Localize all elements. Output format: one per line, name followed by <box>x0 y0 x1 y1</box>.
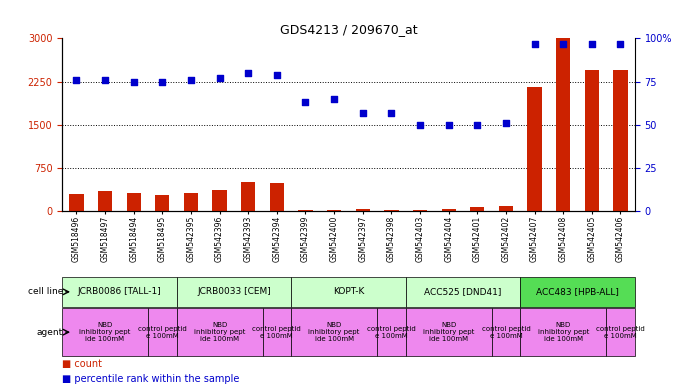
Bar <box>470 207 484 211</box>
Bar <box>155 195 170 211</box>
Text: NBD
inhibitory pept
ide 100mM: NBD inhibitory pept ide 100mM <box>423 322 474 342</box>
Text: ACC483 [HPB-ALL]: ACC483 [HPB-ALL] <box>536 287 619 296</box>
Bar <box>377 308 406 356</box>
Bar <box>406 277 520 306</box>
Text: control peptid
e 100mM: control peptid e 100mM <box>138 326 187 339</box>
Bar <box>520 277 635 306</box>
Point <box>500 120 511 126</box>
Bar <box>607 308 635 356</box>
Text: KOPT-K: KOPT-K <box>333 287 364 296</box>
Bar <box>177 308 262 356</box>
Title: GDS4213 / 209670_at: GDS4213 / 209670_at <box>279 23 417 36</box>
Point <box>529 40 540 46</box>
Bar <box>62 277 177 306</box>
Point <box>386 109 397 116</box>
Bar <box>62 308 148 356</box>
Text: NBD
inhibitory pept
ide 100mM: NBD inhibitory pept ide 100mM <box>538 322 589 342</box>
Bar <box>291 308 377 356</box>
Bar <box>556 38 571 211</box>
Text: agent: agent <box>37 328 63 337</box>
Bar <box>355 210 370 211</box>
Text: ■ count: ■ count <box>62 359 102 369</box>
Point <box>558 40 569 46</box>
Bar <box>492 308 520 356</box>
Bar <box>177 277 291 306</box>
Point <box>472 122 483 128</box>
Text: ACC525 [DND41]: ACC525 [DND41] <box>424 287 502 296</box>
Text: JCRB0033 [CEM]: JCRB0033 [CEM] <box>197 287 270 296</box>
Text: control peptid
e 100mM: control peptid e 100mM <box>367 326 416 339</box>
Text: JCRB0086 [TALL-1]: JCRB0086 [TALL-1] <box>77 287 161 296</box>
Point <box>586 40 598 46</box>
Text: control peptid
e 100mM: control peptid e 100mM <box>253 326 302 339</box>
Text: NBD
inhibitory pept
ide 100mM: NBD inhibitory pept ide 100mM <box>79 322 130 342</box>
Bar <box>213 190 227 211</box>
Bar <box>327 210 342 211</box>
Point <box>99 77 110 83</box>
Point <box>615 40 626 46</box>
Bar <box>184 194 198 211</box>
Bar <box>241 182 255 211</box>
Point <box>186 77 197 83</box>
Bar <box>499 206 513 211</box>
Point <box>300 99 311 105</box>
Point <box>243 70 254 76</box>
Text: control peptid
e 100mM: control peptid e 100mM <box>482 326 531 339</box>
Bar <box>270 183 284 211</box>
Bar <box>291 277 406 306</box>
Bar <box>262 308 291 356</box>
Point <box>71 77 82 83</box>
Point <box>128 78 139 84</box>
Text: cell line: cell line <box>28 287 63 296</box>
Bar <box>406 308 492 356</box>
Point <box>357 109 368 116</box>
Bar <box>520 308 607 356</box>
Bar <box>98 191 112 211</box>
Point <box>443 122 454 128</box>
Text: control peptid
e 100mM: control peptid e 100mM <box>596 326 645 339</box>
Bar <box>527 88 542 211</box>
Bar <box>69 194 83 211</box>
Bar <box>613 70 628 211</box>
Text: NBD
inhibitory pept
ide 100mM: NBD inhibitory pept ide 100mM <box>194 322 245 342</box>
Point <box>214 75 225 81</box>
Bar <box>413 210 427 211</box>
Text: ■ percentile rank within the sample: ■ percentile rank within the sample <box>62 374 239 384</box>
Bar <box>442 210 456 211</box>
Point <box>415 122 426 128</box>
Text: NBD
inhibitory pept
ide 100mM: NBD inhibitory pept ide 100mM <box>308 322 359 342</box>
Bar <box>584 70 599 211</box>
Point <box>328 96 339 102</box>
Bar <box>148 308 177 356</box>
Point <box>271 71 282 78</box>
Bar <box>384 210 399 211</box>
Bar <box>126 194 141 211</box>
Point <box>157 78 168 84</box>
Bar <box>298 210 313 211</box>
